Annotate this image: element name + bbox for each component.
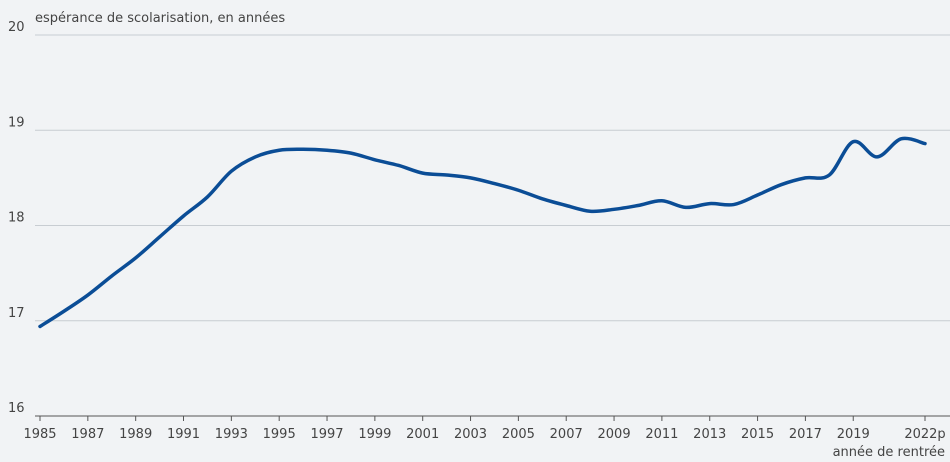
x-tick-label: 1999	[358, 427, 391, 442]
y-axis-label: espérance de scolarisation, en années	[35, 11, 285, 26]
x-tick-label: 1995	[263, 427, 296, 442]
data-line	[38, 136, 927, 329]
x-tick-label: 2011	[645, 427, 678, 442]
x-tick-label: 2019	[837, 427, 870, 442]
x-tick-label: 2015	[741, 427, 774, 442]
y-tick-label: 20	[8, 20, 25, 35]
x-tick-label: 2007	[550, 427, 583, 442]
x-tick-label: 1989	[119, 427, 152, 442]
x-tick-label: 2022p	[904, 427, 945, 442]
x-tick-label: 1985	[23, 427, 56, 442]
y-tick-label: 18	[8, 211, 25, 226]
x-tick-label: 2017	[789, 427, 822, 442]
x-tick-label: 1987	[71, 427, 104, 442]
x-tick-label: 2013	[693, 427, 726, 442]
y-tick-label: 16	[8, 401, 25, 416]
x-tick-label: 2001	[406, 427, 439, 442]
x-tick-label: 1991	[167, 427, 200, 442]
x-tick-label: 2009	[598, 427, 631, 442]
x-axis-label: année de rentrée	[833, 445, 945, 460]
y-tick-label: 19	[8, 115, 25, 130]
y-tick-label: 17	[8, 306, 25, 321]
x-tick-label: 2003	[454, 427, 487, 442]
x-tick-label: 1997	[310, 427, 343, 442]
x-tick-label: 2005	[502, 427, 535, 442]
x-tick-label: 1993	[215, 427, 248, 442]
